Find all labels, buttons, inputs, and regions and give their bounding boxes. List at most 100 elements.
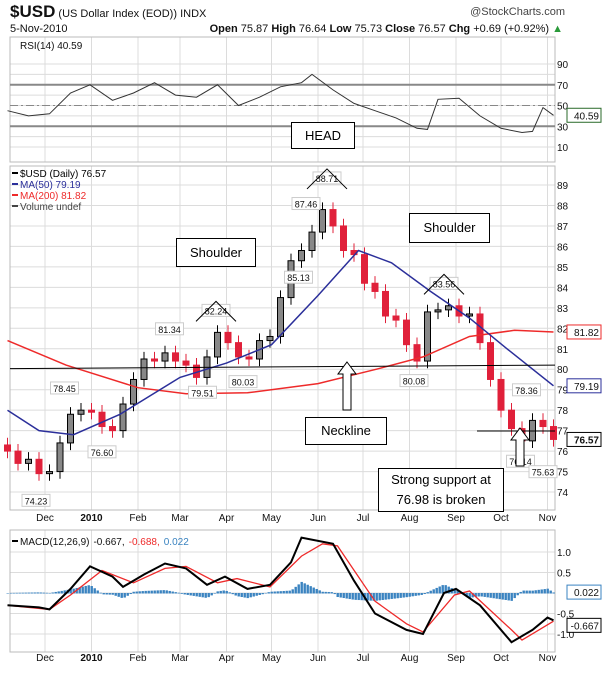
price-tick-label: 81 bbox=[557, 345, 569, 356]
price-candle bbox=[403, 319, 410, 346]
macd-histogram-bar bbox=[330, 592, 333, 594]
macd-histogram-bar bbox=[198, 593, 201, 597]
macd-histogram-bar bbox=[483, 593, 486, 597]
quote-date: 5-Nov-2010 bbox=[10, 23, 68, 35]
macd-histogram-bar bbox=[411, 593, 414, 597]
price-candle bbox=[140, 358, 148, 380]
macd-histogram-bar bbox=[513, 593, 516, 599]
macd-histogram-bar bbox=[30, 592, 33, 594]
legend-swatch bbox=[12, 540, 18, 542]
macd-histogram-bar bbox=[297, 584, 300, 594]
price-value-tag bbox=[566, 431, 602, 447]
macd-histogram-bar bbox=[366, 593, 369, 601]
date-tick-label: 2010 bbox=[80, 513, 103, 524]
price-tick-label: 83 bbox=[557, 304, 569, 315]
date-tick-label: Aug bbox=[401, 513, 419, 524]
high-label: High bbox=[271, 23, 296, 35]
ma200-line bbox=[7, 329, 554, 395]
close-value: 76.57 bbox=[418, 23, 446, 35]
price-tick-label: 84 bbox=[557, 283, 569, 294]
price-value-tag-text: 76.57 bbox=[574, 435, 599, 446]
price-candle bbox=[67, 413, 74, 444]
macd-histogram-bar bbox=[351, 593, 354, 600]
macd-histogram-bar bbox=[117, 593, 120, 597]
macd-histogram-bar bbox=[228, 592, 231, 594]
price-candle bbox=[98, 411, 106, 428]
macd-histogram-bar bbox=[201, 593, 204, 598]
price-label-box bbox=[201, 303, 231, 317]
annotation-shoulder-left: Shoulder bbox=[176, 238, 256, 267]
macd-histogram-bar bbox=[435, 587, 438, 594]
price-candle bbox=[371, 282, 379, 292]
legend-swatch bbox=[12, 172, 18, 174]
price-candle bbox=[119, 403, 127, 432]
macd-histogram-bar bbox=[48, 593, 51, 594]
price-candle bbox=[130, 378, 137, 405]
up-triangle-icon: ▲ bbox=[552, 23, 563, 35]
macd-histogram-bar bbox=[165, 590, 168, 594]
price-value-tag bbox=[566, 324, 602, 340]
date-tick-label: Apr bbox=[219, 513, 235, 524]
price-label-box bbox=[429, 276, 459, 290]
macd-histogram-bar bbox=[135, 591, 138, 594]
annotation-shoulder-right: Shoulder bbox=[409, 213, 490, 243]
macd-histogram-bar bbox=[438, 586, 441, 594]
macd-histogram-bar bbox=[243, 593, 246, 598]
macd-histogram-bar bbox=[12, 592, 15, 594]
up-arrow-icon bbox=[337, 361, 357, 411]
panel-frame bbox=[9, 165, 556, 511]
date-tick-label: Feb bbox=[129, 513, 147, 524]
macd-histogram-bar bbox=[219, 590, 222, 594]
macd-histogram-bar bbox=[279, 591, 282, 594]
symbol: $USD bbox=[10, 2, 56, 21]
macd-tick-label: 0.5 bbox=[557, 569, 571, 580]
quote-summary: Open 75.87 High 76.64 Low 75.73 Close 76… bbox=[210, 23, 563, 35]
rsi-line bbox=[7, 73, 554, 134]
macd-histogram-bar bbox=[162, 590, 165, 594]
macd-histogram-bar bbox=[105, 593, 108, 595]
macd-histogram-bar bbox=[285, 590, 288, 594]
macd-histogram-bar bbox=[378, 593, 381, 601]
rsi-tick-label: 10 bbox=[557, 143, 569, 154]
macd-value-tag bbox=[566, 617, 602, 633]
price-label-box bbox=[50, 381, 79, 395]
price-tick-label: 85 bbox=[557, 263, 569, 274]
macd-histogram-bar bbox=[486, 593, 489, 598]
macd-histogram-bar bbox=[216, 591, 219, 594]
macd-histogram-bar bbox=[408, 593, 411, 597]
macd-histogram-bar bbox=[504, 593, 507, 601]
price-tick-label: 78 bbox=[557, 406, 569, 417]
macd-histogram-bar bbox=[159, 590, 162, 594]
macd-histogram-bar bbox=[396, 593, 399, 599]
macd-histogram-bar bbox=[300, 581, 303, 594]
price-candle bbox=[392, 315, 400, 321]
macd-histogram-bar bbox=[144, 590, 147, 594]
macd-histogram-bar bbox=[294, 586, 297, 594]
macd-histogram-bar bbox=[39, 592, 42, 594]
macd-histogram-bar bbox=[528, 590, 531, 594]
price-candle bbox=[424, 311, 431, 362]
macd-histogram-bar bbox=[327, 591, 330, 594]
price-point-label: 80.03 bbox=[232, 378, 255, 388]
rsi-tick-label: 90 bbox=[557, 60, 569, 71]
macd-histogram-bar bbox=[90, 586, 93, 594]
legend-swatch bbox=[12, 205, 18, 207]
date-tick-label: Aug bbox=[401, 653, 419, 664]
macd-histogram-bar bbox=[255, 593, 258, 596]
date-tick-label: May bbox=[262, 653, 281, 664]
macd-histogram-bar bbox=[126, 593, 129, 596]
price-candle bbox=[4, 444, 11, 452]
macd-histogram-bar bbox=[21, 592, 24, 594]
price-candle bbox=[235, 342, 242, 358]
macd-histogram-bar bbox=[171, 591, 174, 594]
rsi-tick-label: 30 bbox=[557, 122, 569, 133]
price-point-label: 88.71 bbox=[316, 174, 339, 184]
macd-histogram-bar bbox=[15, 592, 18, 594]
macd-histogram-bar bbox=[249, 593, 252, 598]
brand-logo: @StockCharts.com bbox=[470, 6, 565, 18]
macd-histogram-bar bbox=[315, 588, 318, 594]
price-point-label: 75.63 bbox=[532, 468, 555, 478]
macd-histogram-bar bbox=[339, 593, 342, 598]
date-tick-label: Feb bbox=[129, 653, 147, 664]
